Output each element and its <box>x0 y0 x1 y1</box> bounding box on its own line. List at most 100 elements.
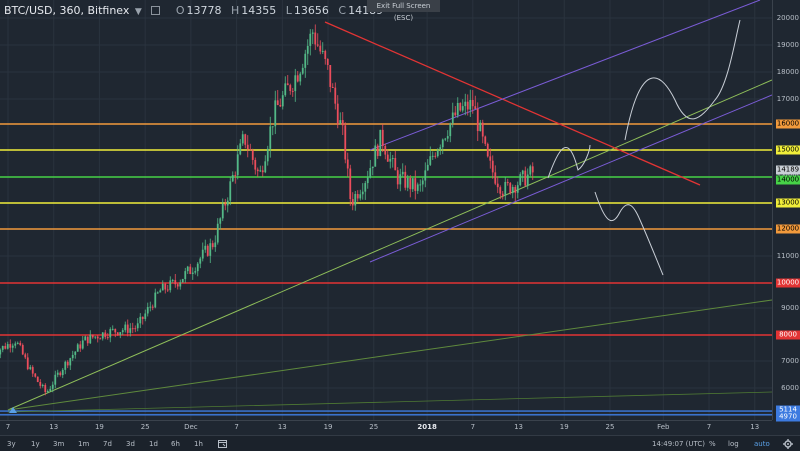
candle-body <box>109 329 112 338</box>
percent-scale-toggle[interactable]: % <box>709 440 716 448</box>
candle-body <box>401 171 404 175</box>
candle-body <box>26 357 29 370</box>
auto-scale-toggle[interactable]: auto <box>754 440 770 448</box>
time-tick-label: 7 <box>470 423 476 431</box>
candle-body <box>64 361 67 370</box>
price-level-label: 16000 <box>776 119 800 129</box>
candle-body <box>276 100 279 106</box>
symbol-title[interactable]: BTC/USD, 360, Bitfinex <box>4 4 130 17</box>
candle-body <box>9 344 12 348</box>
log-scale-toggle[interactable]: log <box>728 440 739 448</box>
candle-body <box>411 178 414 190</box>
candle-body <box>371 166 374 169</box>
gear-icon[interactable] <box>783 439 793 449</box>
candle-body <box>176 284 179 287</box>
candle-body <box>301 67 304 74</box>
candle-body <box>324 50 327 59</box>
candle-body <box>101 332 104 339</box>
candle-body <box>164 283 167 290</box>
candle-body <box>41 384 44 386</box>
candle-body <box>361 191 364 195</box>
candle-body <box>261 170 264 173</box>
visibility-square-icon[interactable] <box>151 6 161 15</box>
range-1m-button[interactable]: 1m <box>78 440 90 448</box>
candle-body <box>159 290 162 293</box>
candle-body <box>469 99 472 110</box>
candle-body <box>474 106 477 109</box>
price-chart-plot[interactable] <box>0 0 772 420</box>
candle-body <box>501 193 504 196</box>
range-3m-button[interactable]: 3m <box>53 440 65 448</box>
candle-body <box>399 174 402 185</box>
candle-body <box>209 243 212 256</box>
candle-body <box>66 361 69 366</box>
time-axis[interactable]: 7 13 19 25 Dec 7 13 19 25 2018 7 13 19 25 Feb 7 13 <box>0 420 772 436</box>
candle-body <box>116 332 119 336</box>
candle-body <box>406 178 409 188</box>
resistance-line <box>324 21 701 186</box>
candle-body <box>191 272 194 274</box>
candle-body <box>354 194 357 206</box>
candle-body <box>366 177 369 184</box>
candle-body <box>161 283 164 291</box>
price-level-label: 15000 <box>776 145 800 155</box>
candle-body <box>201 249 204 259</box>
candle-body <box>489 156 492 161</box>
candle-body <box>414 178 417 191</box>
candle-body <box>384 145 387 155</box>
range-1h-button[interactable]: 1h <box>194 440 203 448</box>
close-label: C <box>338 4 347 17</box>
price-axis[interactable]: 20000 19000 18000 17000 16000 15000 14000 13000… <box>772 0 800 422</box>
candle-body <box>424 170 427 181</box>
range-7d-button[interactable]: 7d <box>103 440 112 448</box>
range-6h-button[interactable]: 6h <box>171 440 180 448</box>
candle-body <box>19 342 22 346</box>
candle-body <box>349 168 352 200</box>
candle-body <box>79 344 82 349</box>
candle-body <box>429 156 432 165</box>
candle-body <box>446 136 449 139</box>
candle-body <box>481 122 484 137</box>
candle-body <box>111 328 114 330</box>
candle-body <box>199 258 202 264</box>
range-3y-button[interactable]: 3y <box>7 440 16 448</box>
candle-body <box>69 358 72 366</box>
candle-body <box>239 143 242 155</box>
candle-body <box>454 112 457 116</box>
candle-body <box>394 158 397 171</box>
candle-body <box>396 170 399 185</box>
candle-body <box>139 316 142 324</box>
candle-body <box>146 307 149 314</box>
channel-top <box>369 0 761 151</box>
candle-body <box>169 280 172 291</box>
candle-body <box>306 45 309 54</box>
range-3d-button[interactable]: 3d <box>126 440 135 448</box>
price-tick-label: 7000 <box>781 357 799 365</box>
open-label: O <box>175 4 185 17</box>
candle-body <box>274 100 277 127</box>
candle-body <box>0 349 2 355</box>
candle-body <box>476 108 479 132</box>
candle-body <box>56 372 59 375</box>
candle-body <box>49 388 52 392</box>
candle-body <box>131 328 134 330</box>
candle-body <box>431 155 434 157</box>
time-tick-label: Dec <box>184 423 198 431</box>
candle-body <box>6 344 9 349</box>
candle-body <box>461 106 464 111</box>
range-1d-button[interactable]: 1d <box>149 440 158 448</box>
candle-body <box>121 330 124 333</box>
candle-body <box>246 144 249 150</box>
chevron-down-icon[interactable]: ▼ <box>134 7 142 17</box>
candle-body <box>94 336 97 338</box>
candle-body <box>441 139 444 148</box>
exit-fullscreen-button[interactable]: Exit Full Screen (ESC) <box>367 0 440 22</box>
candle-body <box>54 374 57 385</box>
candle-body <box>379 129 382 156</box>
range-1y-button[interactable]: 1y <box>31 440 40 448</box>
candle-body <box>291 90 294 92</box>
candle-body <box>129 328 132 333</box>
calendar-goto-icon[interactable] <box>218 439 228 448</box>
utc-clock[interactable]: 14:49:07 (UTC) <box>652 440 706 448</box>
